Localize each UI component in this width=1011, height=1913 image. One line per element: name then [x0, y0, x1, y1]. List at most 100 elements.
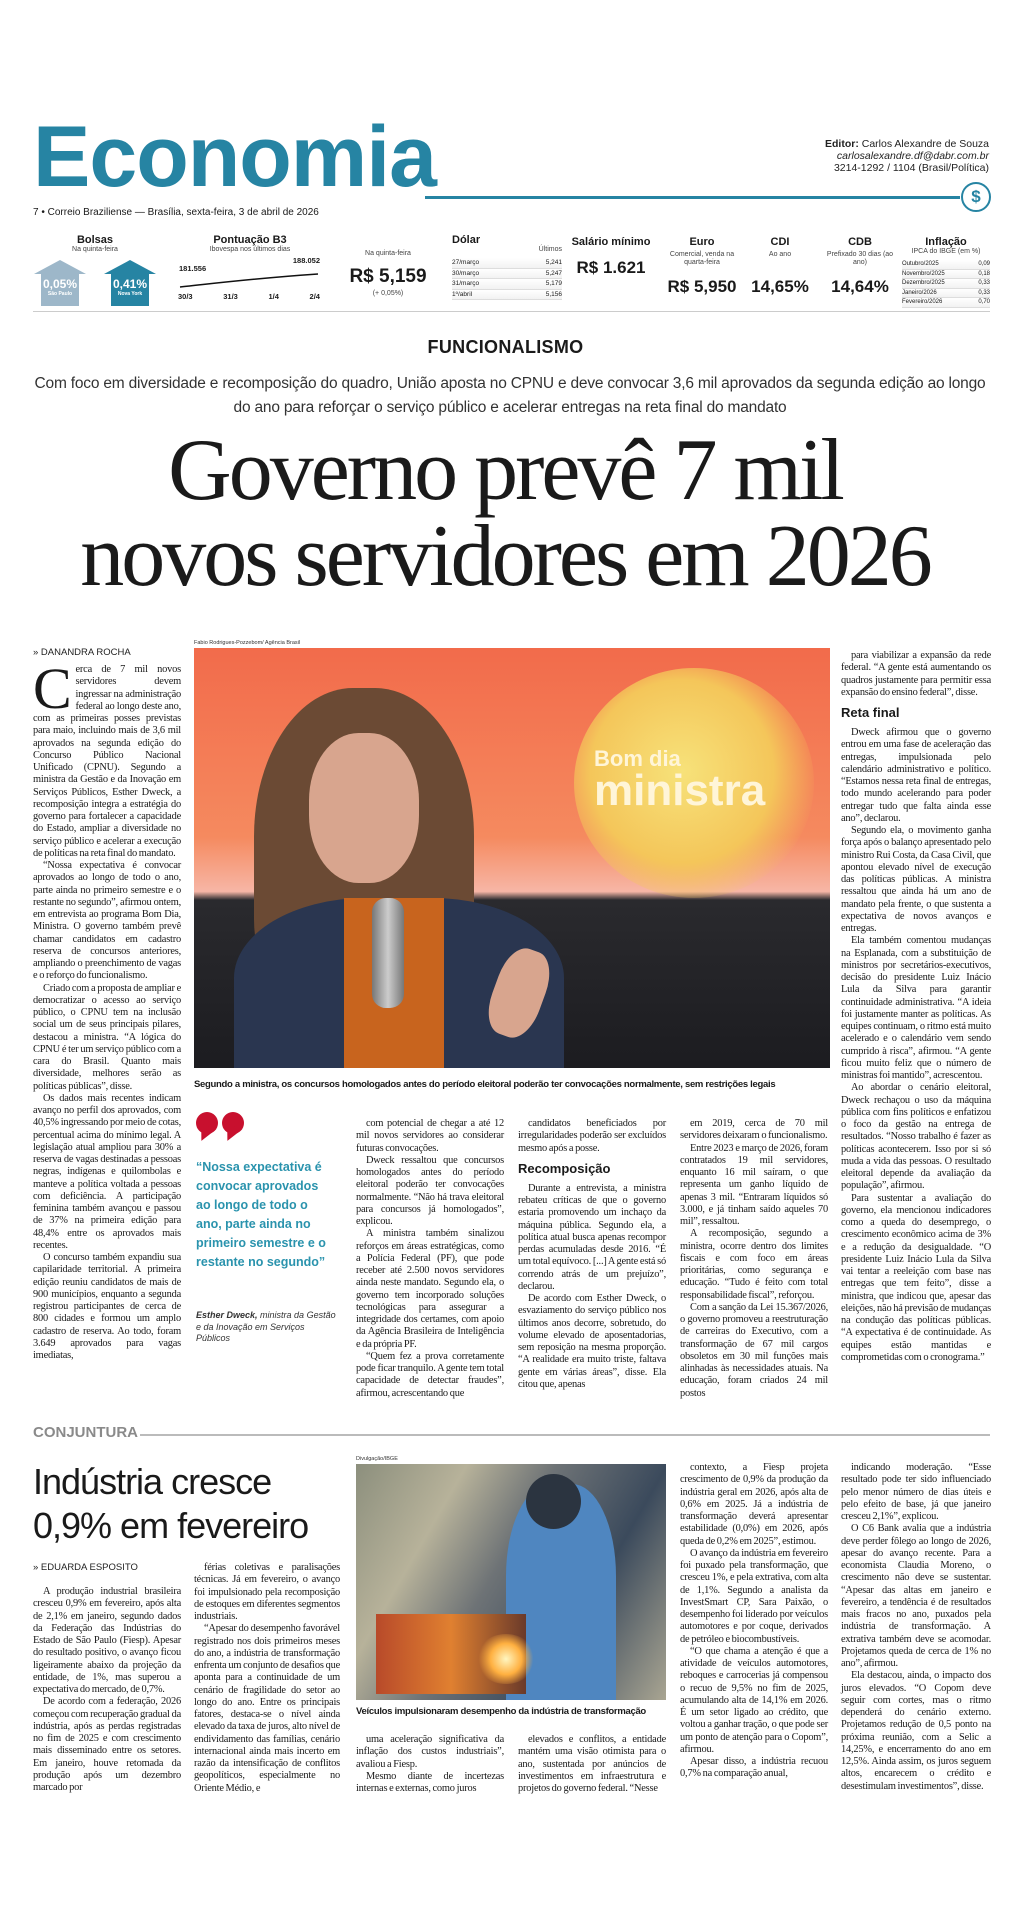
paragraph: Segundo ela, o movimento ganha força apó… — [841, 825, 991, 934]
market-salario: Salário mínimo R$ 1.621 — [568, 236, 654, 278]
b3-start-value: 181.556 — [179, 264, 207, 273]
arrow-up-icon: 0,05% São Paulo — [34, 260, 86, 306]
article-headline: Governo prevê 7 mil novos servidores em … — [10, 427, 1000, 601]
paragraph: Dweck afirmou que o governo entrou em um… — [841, 727, 991, 824]
table-row: Novembro/2025 0,18 — [902, 269, 990, 279]
paragraph: De acordo com Esther Dweck, o esvaziamen… — [518, 1293, 666, 1390]
article-column: Cerca de 7 mil novos servidores devem in… — [33, 656, 181, 1362]
table-row: Fevereiro/2026 0,70 — [902, 298, 990, 308]
photo-credit: Divulgação/IBGE — [356, 1456, 398, 1462]
section-label: CONJUNTURA — [33, 1424, 138, 1441]
paragraph: “Quem fez a prova corretamente pode fica… — [356, 1350, 504, 1399]
row-value: 0,70 — [978, 299, 990, 305]
euro-title: Euro — [689, 236, 715, 248]
logo-text: Bom dia — [594, 746, 681, 771]
row-date: 1º/abril — [452, 290, 473, 298]
byline: » Danandra Rocha — [33, 647, 131, 658]
byline: » Eduarda Esposito — [33, 1562, 138, 1573]
paragraph: férias coletivas e paralisações técnicas… — [194, 1562, 340, 1622]
cdi-value: 14,65% — [751, 277, 809, 296]
article-column: A produção industrial brasileira cresceu… — [33, 1586, 181, 1794]
paragraph: uma aceleração significativa da inflação… — [356, 1734, 504, 1770]
bolsas-sub: Na quinta-feira — [72, 246, 118, 253]
table-row: Dezembro/2025 0,33 — [902, 279, 990, 289]
paragraph: Ela destacou, ainda, o impacto dos juros… — [841, 1670, 991, 1792]
paragraph: com potencial de chegar a até 12 mil nov… — [356, 1118, 504, 1154]
row-month: Fevereiro/2026 — [902, 299, 943, 305]
bolsa-sp-value: 0,05% — [42, 277, 78, 291]
paragraph: A recomposição, segundo a ministra, ocor… — [680, 1228, 828, 1301]
headline-line: 0,9% em fevereiro — [33, 1505, 309, 1546]
logo-backdrop — [574, 668, 814, 898]
row-value: 5,247 — [545, 269, 562, 277]
paragraph: Ao abordar o cenário eleitoral, Dweck re… — [841, 1082, 991, 1192]
dollar-sign-icon: $ — [961, 182, 991, 212]
editor-phone: 3214-1292 / 1104 (Brasil/Política) — [833, 162, 989, 174]
inflacao-sub: IPCA do IBGE (em %) — [911, 248, 981, 255]
quote-author: Esther Dweck, — [196, 1310, 258, 1320]
b3-line-chart — [179, 273, 319, 288]
table-row: 31/março 5,179 — [452, 279, 562, 290]
quote-role: ministra da Gestão e da Inovação em Serv… — [196, 1310, 336, 1343]
paragraph: Com a sanção da Lei 15.367/2026, o gover… — [680, 1301, 828, 1399]
bolsas-title: Bolsas — [76, 234, 114, 246]
paragraph: O concurso também expandiu sua capilarid… — [33, 1252, 181, 1361]
article-column: com potencial de chegar a até 12 mil nov… — [356, 1118, 504, 1400]
dolar-table: 27/março 5,241 30/março 5,247 31/março 5,17… — [452, 258, 562, 300]
subheading: Reta final — [841, 705, 900, 720]
dateline: 7 • Correio Braziliense — Brasília, sext… — [33, 207, 319, 218]
row-value: 5,156 — [545, 290, 562, 298]
row-date: 31/março — [452, 280, 480, 287]
b3-sub: Ibovespa nos últimos dias — [209, 246, 291, 253]
divider — [140, 1434, 990, 1436]
cdb-value: 14,64% — [831, 277, 889, 296]
row-date: 27/março — [452, 259, 480, 266]
bolsa-sp-label: São Paulo — [47, 291, 73, 297]
dolar-history-label: Últimos — [538, 246, 562, 253]
dolar-value: R$ 5,159 — [349, 266, 427, 287]
row-value: 5,179 — [545, 280, 562, 287]
paragraph: A ministra também sinalizou reforços em … — [356, 1228, 504, 1350]
article-column: contexto, a Fiesp projeta crescimento de… — [680, 1462, 828, 1781]
quote-mark-icon — [196, 1112, 256, 1148]
paragraph: “Nossa expectativa é convocar aprovados … — [33, 860, 181, 982]
paragraph: Para sustentar a avaliação do governo, e… — [841, 1192, 992, 1363]
section-title: Economia — [33, 109, 437, 205]
row-value: 0,33 — [978, 289, 990, 296]
b3-date: 31/3 — [223, 292, 238, 301]
article-photo — [356, 1464, 666, 1700]
b3-date: 1/4 — [268, 292, 279, 301]
article-column: uma aceleração significativa da inflação… — [356, 1734, 504, 1795]
editor-email[interactable]: carlosalexandre.df@dabr.com.br — [836, 150, 989, 162]
article-photo: Bom dia ministra — [194, 648, 830, 1068]
market-b3: Pontuação B3 Ibovespa nos últimos dias 1… — [176, 234, 324, 304]
paragraph: para viabilizar a expansão da rede feder… — [841, 650, 991, 698]
b3-date: 30/3 — [178, 292, 193, 301]
salario-value: R$ 1.621 — [576, 258, 646, 277]
market-inflacao: Inflação IPCA do IBGE (em %) Outubro/202… — [902, 236, 990, 308]
article-headline: Indústria cresce 0,9% em fevereiro — [33, 1460, 353, 1548]
paragraph: O C6 Bank avalia que a indústria deve pe… — [841, 1523, 991, 1669]
row-month: Janeiro/2026 — [902, 289, 937, 296]
dolar-sub: Na quinta-feira — [365, 250, 411, 257]
article-column: indicando moderação. “Esse resultado pod… — [841, 1462, 991, 1793]
editor-label: Editor: — [825, 138, 859, 150]
pull-quote: “Nossa expectativa é convocar aprovados … — [196, 1160, 326, 1269]
table-row: Outubro/2025 0,09 — [902, 260, 990, 270]
paragraph: Ela também comentou mudanças na Esplanad… — [841, 935, 991, 1081]
market-cdi: CDI Ao ano 14,65% — [744, 236, 816, 297]
arrow-up-icon: 0,41% Nova York — [104, 260, 156, 306]
divider — [33, 311, 990, 312]
paragraph: candidatos beneficiados por irregularida… — [518, 1118, 666, 1154]
cdb-sub: Prefixado 30 dias (ao ano) — [826, 251, 894, 266]
paragraph: contexto, a Fiesp projeta crescimento de… — [680, 1462, 828, 1547]
dolar-change: (+ 0,05%) — [372, 290, 404, 297]
table-row: 27/março 5,241 — [452, 258, 562, 269]
row-value: 0,18 — [978, 270, 990, 277]
table-row: 1º/abril 5,156 — [452, 289, 562, 300]
article-column: em 2019, cerca de 70 mil servidores deix… — [680, 1118, 828, 1400]
sparks — [476, 1634, 536, 1684]
editor-name: Carlos Alexandre de Souza — [861, 138, 989, 150]
article-column: férias coletivas e paralisações técnicas… — [194, 1562, 340, 1795]
paragraph: “Apesar do desempenho favorável registra… — [194, 1623, 340, 1794]
